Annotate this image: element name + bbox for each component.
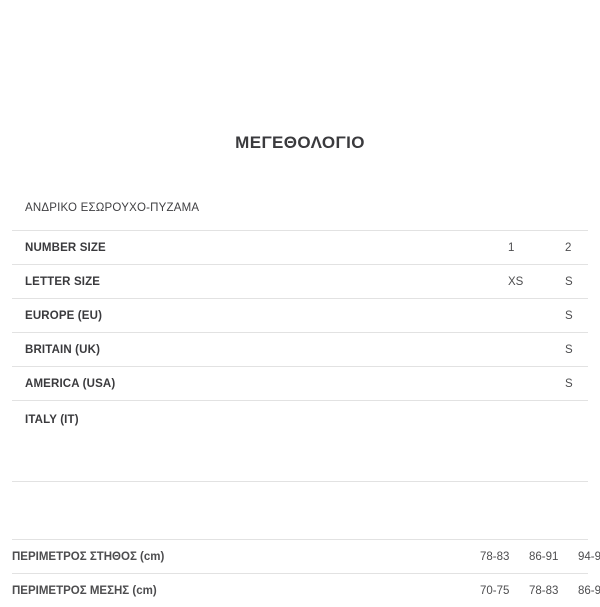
cell-value: S xyxy=(565,378,573,390)
row-label: ΠΕΡΙΜΕΤΡΟΣ ΣΤΗΘΟΣ (cm) xyxy=(12,540,300,574)
chart-subtitle: ΑΝΔΡΙΚΟ ΕΣΩΡΟΥΧΟ-ΠΥΖΑΜΑ xyxy=(25,202,199,214)
table-row: BRITAIN (UK) S M L XL 2XL xyxy=(12,333,588,367)
row-values: 70-75 78-83 86-91 94-99 102-107 110-115 … xyxy=(300,574,588,607)
row-label: LETTER SIZE xyxy=(12,265,300,299)
row-values: S M L XL 2XL xyxy=(300,333,588,367)
cell-value: 94-99 xyxy=(578,551,600,563)
table-row: AMERICA (USA) S M L XL 2XL xyxy=(12,367,588,401)
row-label: ITALY (IT) xyxy=(12,401,300,482)
row-label: AMERICA (USA) xyxy=(12,367,300,401)
size-chart-body: NUMBER SIZE 1 2 3 4 5 6 7 LETTER SIZE xyxy=(12,231,588,607)
cell-value: S xyxy=(565,276,573,288)
cell-value: 86-91 xyxy=(529,551,558,563)
row-label: EUROPE (EU) xyxy=(12,299,300,333)
row-values: 78-83 86-91 94-99 102-107 110-115 118-12… xyxy=(300,540,588,574)
row-label: BRITAIN (UK) xyxy=(12,333,300,367)
cell-value: S xyxy=(565,344,573,356)
cell-value: 86-91 xyxy=(578,585,600,597)
row-values: S M L XL 2XL xyxy=(300,367,588,401)
page-title: ΜΕΓΕΘΟΛΟΓΙΟ xyxy=(0,133,600,153)
cell-value: 78-83 xyxy=(480,551,509,563)
row-values: 1 2 3 4 5 6 7 xyxy=(300,231,588,265)
table-row: EUROPE (EU) S M L XL 2XL xyxy=(12,299,588,333)
cell-value: 78-83 xyxy=(529,585,558,597)
row-label: NUMBER SIZE xyxy=(12,231,300,265)
table-row: LETTER SIZE XS S M L XL 2XL 3XL xyxy=(12,265,588,299)
cell-value: 2 xyxy=(565,242,571,254)
row-values: S M L XL 2XL xyxy=(300,299,588,333)
cell-value: S xyxy=(565,310,573,322)
table-row: ITALY (IT) xyxy=(12,401,588,482)
spacer-cell xyxy=(12,482,300,540)
cell-value: XS xyxy=(508,276,523,288)
cell-value: 1 xyxy=(508,242,514,254)
table-row: NUMBER SIZE 1 2 3 4 5 6 7 xyxy=(12,231,588,265)
table-spacer xyxy=(12,482,588,540)
cell-value: 70-75 xyxy=(480,585,509,597)
table-row: ΠΕΡΙΜΕΤΡΟΣ ΣΤΗΘΟΣ (cm) 78-83 86-91 94-99… xyxy=(12,540,588,574)
row-values xyxy=(300,401,588,482)
row-label: ΠΕΡΙΜΕΤΡΟΣ ΜΕΣΗΣ (cm) xyxy=(12,574,300,607)
table-row: ΠΕΡΙΜΕΤΡΟΣ ΜΕΣΗΣ (cm) 70-75 78-83 86-91 … xyxy=(12,574,588,607)
spacer-cell xyxy=(300,482,588,540)
row-values: XS S M L XL 2XL 3XL xyxy=(300,265,588,299)
size-chart-table: NUMBER SIZE 1 2 3 4 5 6 7 LETTER SIZE xyxy=(12,230,588,607)
